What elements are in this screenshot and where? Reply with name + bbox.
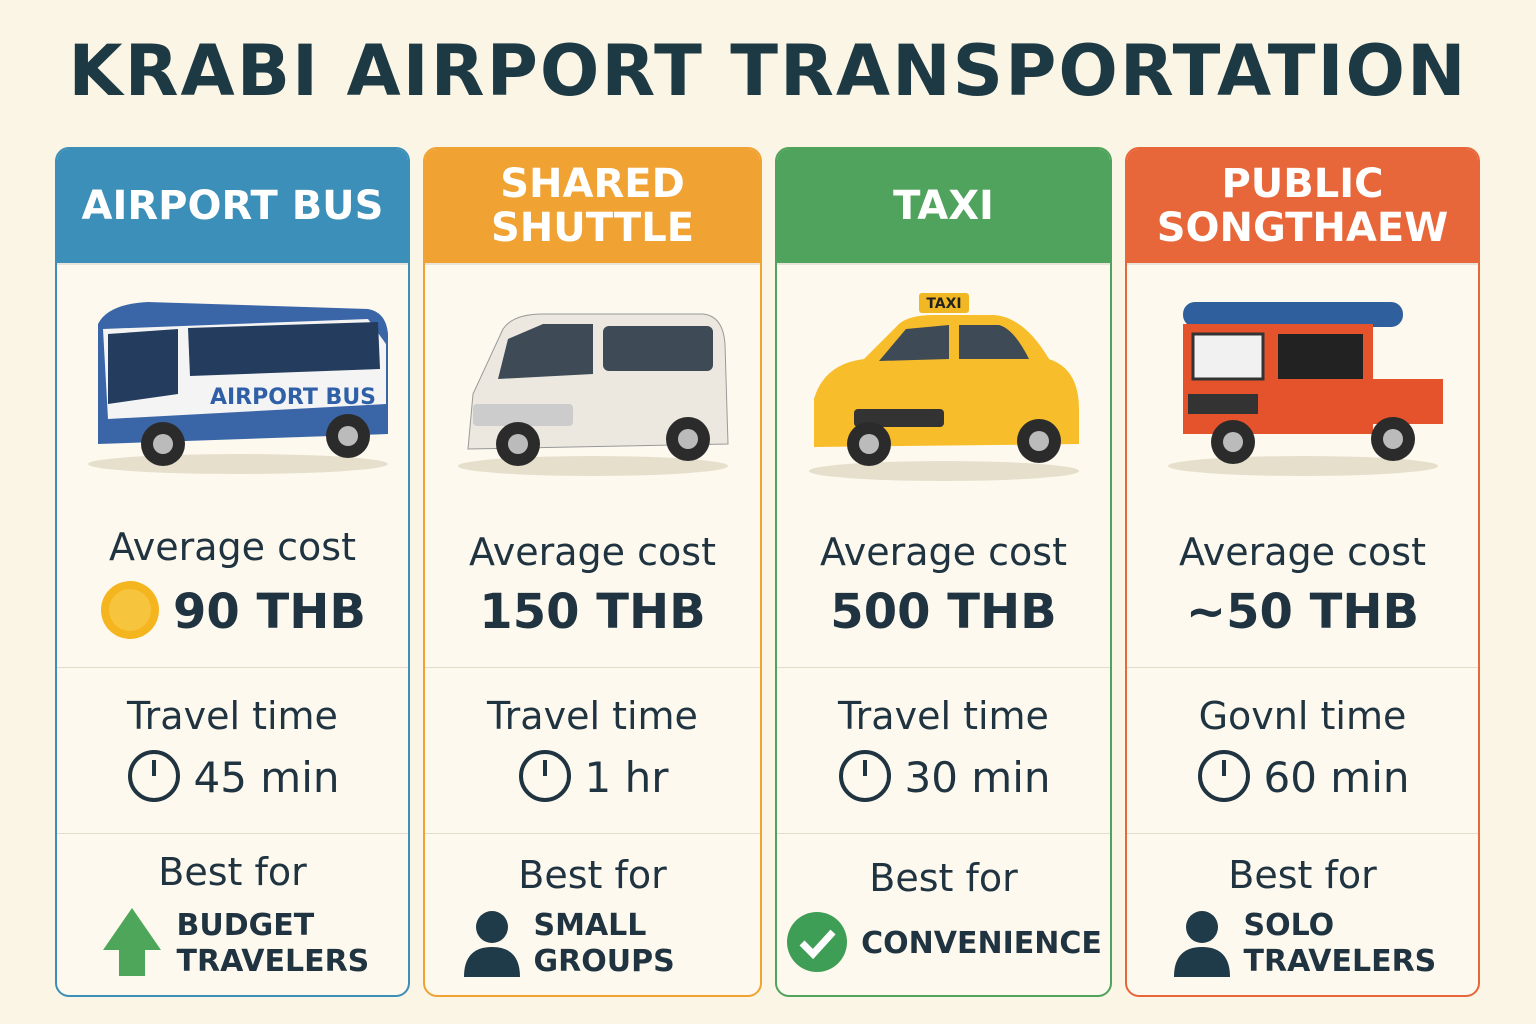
time-value: 1 hr	[584, 753, 669, 802]
best-section: Best for SOLO TRAVELERS	[1127, 834, 1478, 995]
clock-icon	[126, 748, 182, 808]
cost-section: Average cost ~50 THB	[1127, 502, 1478, 668]
cost-section: Average cost 150 THB	[425, 502, 760, 668]
coin-icon	[99, 579, 161, 645]
best-row: CONVENIENCE	[785, 910, 1102, 978]
vehicle-image: AIRPORT BUS	[57, 263, 408, 502]
card-header: AIRPORT BUS	[57, 149, 408, 263]
time-section: Govnl time 60 min	[1127, 668, 1478, 834]
vehicle-image	[1127, 263, 1478, 502]
cost-row: 500 THB	[830, 584, 1056, 640]
best-icon	[462, 907, 522, 981]
best-section: Best for BUDGET TRAVELERS	[57, 834, 408, 995]
best-section: Best for SMALL GROUPS	[425, 834, 760, 995]
card-header: PUBLIC SONGTHAEW	[1127, 149, 1478, 263]
cost-section: Average cost 90 THB	[57, 502, 408, 668]
time-label: Govnl time	[1198, 693, 1407, 738]
vehicle-image: TAXI	[777, 263, 1110, 502]
cost-label: Average cost	[469, 529, 716, 574]
clock-icon	[517, 748, 573, 808]
card-header: TAXI	[777, 149, 1110, 263]
best-value: SMALL GROUPS	[533, 908, 675, 979]
cost-row: 90 THB	[99, 579, 366, 645]
best-row: BUDGET TRAVELERS	[99, 904, 370, 984]
best-icon	[785, 910, 849, 978]
time-section: Travel time 1 hr	[425, 668, 760, 834]
clock-icon	[837, 748, 893, 808]
vehicle-image	[425, 263, 760, 502]
vehicle-label: AIRPORT BUS	[209, 385, 375, 410]
time-label: Travel time	[127, 693, 338, 738]
card: TAXI TAXI Average cost 500 THB Travel time…	[775, 147, 1112, 997]
cost-value: 150 THB	[479, 583, 706, 640]
vehicle-label: TAXI	[926, 296, 961, 312]
best-value: BUDGET TRAVELERS	[176, 908, 370, 979]
cost-label: Average cost	[109, 524, 356, 569]
best-value: SOLO TRAVELERS	[1243, 908, 1437, 979]
time-section: Travel time 30 min	[777, 668, 1110, 834]
cost-section: Average cost 500 THB	[777, 502, 1110, 668]
best-label: Best for	[518, 853, 667, 897]
cost-label: Average cost	[1179, 529, 1426, 574]
card-header: SHARED SHUTTLE	[425, 149, 760, 263]
time-value: 60 min	[1263, 753, 1410, 802]
cost-row: ~50 THB	[1186, 584, 1419, 640]
time-row: 60 min	[1196, 748, 1410, 808]
time-value: 45 min	[193, 753, 340, 802]
time-label: Travel time	[838, 693, 1049, 738]
time-value: 30 min	[904, 753, 1051, 802]
best-icon	[1172, 907, 1232, 981]
cost-value: 90 THB	[172, 583, 366, 640]
best-section: Best for CONVENIENCE	[777, 834, 1110, 995]
card: SHARED SHUTTLE Average cost 150 THB Travel…	[423, 147, 762, 997]
cost-value: 500 THB	[830, 583, 1057, 640]
cost-value: ~50 THB	[1185, 583, 1420, 640]
time-row: 30 min	[837, 748, 1051, 808]
best-label: Best for	[869, 856, 1018, 900]
page-title: KRABI AIRPORT TRANSPORTATION	[68, 30, 1468, 112]
cost-row: 150 THB	[479, 584, 705, 640]
best-label: Best for	[158, 850, 307, 894]
best-value: CONVENIENCE	[861, 926, 1102, 961]
card: PUBLIC SONGTHAEW Average cost ~50 THB Govn…	[1125, 147, 1480, 997]
time-row: 45 min	[126, 748, 340, 808]
time-row: 1 hr	[517, 748, 669, 808]
clock-icon	[1196, 748, 1252, 808]
best-icon	[99, 904, 165, 984]
card: AIRPORT BUS AIRPORT BUS Average cost 90 T…	[55, 147, 410, 997]
cost-label: Average cost	[820, 529, 1067, 574]
best-row: SMALL GROUPS	[462, 907, 724, 981]
time-section: Travel time 45 min	[57, 668, 408, 834]
best-row: SOLO TRAVELERS	[1172, 907, 1437, 981]
best-label: Best for	[1228, 853, 1377, 897]
time-label: Travel time	[487, 693, 698, 738]
